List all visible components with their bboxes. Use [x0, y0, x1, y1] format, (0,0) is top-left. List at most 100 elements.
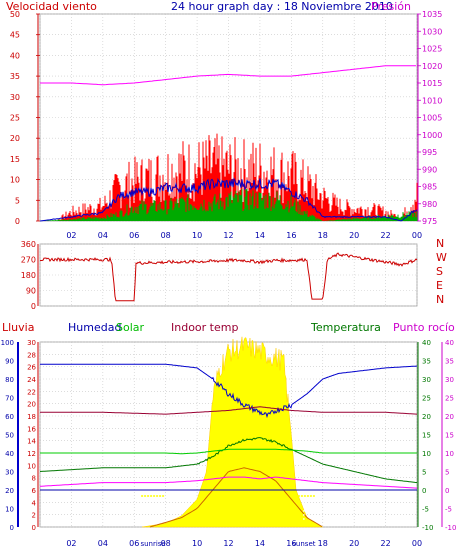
- pressure-series: [40, 65, 416, 86]
- humidity-tick-label: 80: [5, 376, 14, 384]
- pressure-tick-label: 995: [422, 148, 437, 157]
- wind-tick-label: 45: [10, 31, 20, 40]
- chart-title: 24 hour graph day : 18 Noviembre 2010: [171, 0, 393, 13]
- time-label: 18: [318, 231, 328, 240]
- time-label: 10: [192, 539, 202, 548]
- wind-tick-label: 35: [10, 72, 20, 81]
- rain-tick-label: 6: [32, 487, 37, 495]
- rain-tick-label: 0: [32, 524, 36, 532]
- rain-tick-label: 30: [27, 339, 36, 347]
- time-label: 08: [161, 231, 171, 240]
- humidity-tick-label: 30: [5, 469, 14, 477]
- time-label: 04: [98, 231, 108, 240]
- pressure-tick-label: 990: [422, 165, 437, 174]
- temp-tick-label: 40: [422, 339, 431, 347]
- compass-label: E: [436, 279, 443, 292]
- pressure-tick-label: 1005: [422, 114, 442, 123]
- pressure-tick-label: 985: [422, 183, 437, 192]
- rain-tick-label: 20: [27, 401, 36, 409]
- pressure-tick-label: 1015: [422, 79, 442, 88]
- direction-tick-label: 180: [21, 271, 36, 280]
- time-label: 08: [161, 539, 171, 548]
- sunrise-label: sunrise: [140, 540, 165, 548]
- rain-tick-label: 4: [32, 499, 37, 507]
- rain-tick-label: 26: [27, 364, 36, 372]
- rain-tick-label: 14: [27, 438, 36, 446]
- wind-tick-label: 20: [10, 134, 20, 143]
- direction-tick-label: 360: [21, 240, 36, 249]
- direction-series: [39, 252, 418, 302]
- sunset-label: sunset: [292, 540, 315, 548]
- time-label: 06: [129, 539, 139, 548]
- humidity-tick-label: 50: [5, 432, 14, 440]
- rain-tick-label: 18: [27, 413, 36, 421]
- rain-tick-label: 28: [27, 351, 36, 359]
- series-solar: [40, 448, 417, 455]
- dewpoint-tick-label: 10: [445, 450, 454, 458]
- time-label: 14: [255, 231, 265, 240]
- rain-tick-label: 22: [27, 388, 36, 396]
- dewpoint-tick-label: 15: [445, 432, 454, 440]
- time-label: 04: [98, 539, 108, 548]
- time-label: 14: [255, 539, 265, 548]
- wind-tick-label: 10: [10, 176, 20, 185]
- series-indoor-temp: [40, 406, 417, 415]
- compass-label: N: [436, 237, 444, 250]
- temp-tick-label: 5: [422, 469, 426, 477]
- wind-tick-label: 40: [10, 51, 20, 60]
- legend-temperature: Temperatura: [310, 321, 381, 334]
- time-label: 00: [412, 539, 422, 548]
- dewpoint-tick-label: 35: [445, 358, 454, 366]
- temp-tick-label: 20: [422, 413, 431, 421]
- pressure-tick-label: 1020: [422, 62, 442, 71]
- humidity-tick-label: 10: [5, 506, 14, 514]
- time-label: 18: [318, 539, 328, 548]
- direction-tick-label: 270: [21, 256, 36, 265]
- time-label: 12: [223, 539, 233, 548]
- pressure-tick-label: 1030: [422, 27, 442, 36]
- time-label: 22: [380, 539, 390, 548]
- wind-tick-label: 50: [10, 10, 20, 19]
- legend-indoor: Indoor temp: [171, 321, 238, 334]
- legend-humidity: Humedad: [68, 321, 121, 334]
- left-axis-title: Velocidad viento: [6, 0, 97, 13]
- rain-tick-label: 16: [27, 425, 36, 433]
- humidity-tick-label: 60: [5, 413, 14, 421]
- series-punto-rocío: [39, 476, 417, 489]
- series-humedad: [40, 363, 417, 419]
- pressure-tick-label: 975: [422, 217, 437, 226]
- dewpoint-tick-label: 25: [445, 395, 454, 403]
- temp-tick-label: -10: [422, 524, 433, 532]
- humidity-tick-label: 100: [1, 339, 14, 347]
- time-label: 00: [412, 231, 422, 240]
- wind-average-series: [39, 177, 418, 222]
- rain-tick-label: 10: [27, 462, 36, 470]
- temp-tick-label: 15: [422, 432, 431, 440]
- wind-pressure-panel: 0510152025303540455097598098599099510001…: [10, 10, 443, 240]
- wind-tick-label: 5: [15, 196, 20, 205]
- time-label: 16: [286, 539, 296, 548]
- time-label: 12: [223, 231, 233, 240]
- pressure-tick-label: 1035: [422, 10, 442, 19]
- time-label: 06: [129, 231, 139, 240]
- rain-tick-label: 2: [32, 512, 36, 520]
- direction-tick-label: 90: [26, 287, 36, 296]
- time-label: 16: [286, 231, 296, 240]
- dewpoint-tick-label: 20: [445, 413, 454, 421]
- humidity-tick-label: 0: [10, 524, 14, 532]
- time-label: 20: [349, 539, 359, 548]
- time-label: 20: [349, 231, 359, 240]
- dewpoint-tick-label: 5: [445, 469, 449, 477]
- legend-rain: Lluvia: [2, 321, 34, 334]
- temp-tick-label: 10: [422, 450, 431, 458]
- dewpoint-tick-label: 40: [445, 339, 454, 347]
- solar-curve: [149, 467, 323, 528]
- temp-tick-label: 25: [422, 395, 431, 403]
- wind-green-series: [40, 189, 418, 221]
- rain-tick-label: 24: [27, 376, 36, 384]
- wind-tick-label: 0: [15, 217, 20, 226]
- legend-solar: Solar: [116, 321, 145, 334]
